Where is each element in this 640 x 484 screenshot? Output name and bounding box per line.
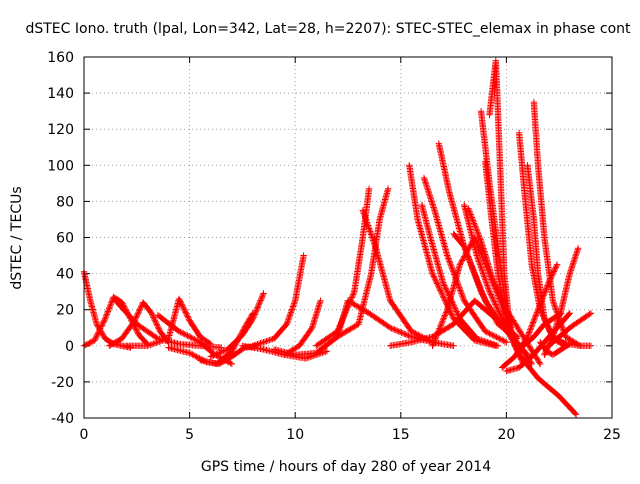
- series-27: [486, 57, 527, 368]
- y-tick-label: -40: [51, 411, 74, 427]
- series-markers: [486, 57, 527, 368]
- series-markers: [545, 310, 595, 349]
- y-tick-label: 100: [47, 158, 74, 174]
- x-tick-label: 20: [497, 427, 515, 443]
- y-axis-label: dSTEC / TECUs: [9, 186, 25, 289]
- series-8: [207, 290, 267, 360]
- series-markers: [520, 310, 565, 349]
- series-18: [418, 201, 502, 349]
- series-markers: [249, 252, 307, 349]
- chart-title: dSTEC Iono. truth (lpal, Lon=342, Lat=28…: [25, 21, 631, 37]
- series-34: [545, 310, 595, 349]
- series-markers: [537, 339, 573, 358]
- series-markers: [207, 290, 267, 360]
- series-markers: [499, 261, 561, 371]
- series-37: [537, 339, 573, 358]
- series-markers: [387, 297, 521, 349]
- x-tick-label: 25: [603, 427, 621, 443]
- x-tick-label: 5: [185, 427, 194, 443]
- series-35: [520, 310, 565, 349]
- series-markers: [556, 339, 595, 349]
- series-markers: [418, 201, 502, 349]
- series-38: [556, 339, 595, 349]
- y-tick-label: 60: [56, 231, 74, 247]
- series-markers: [334, 185, 392, 340]
- series-14: [334, 185, 392, 340]
- plot-frame: [83, 56, 613, 419]
- series-10: [249, 252, 307, 349]
- series-4: [123, 295, 214, 349]
- y-tick-label: 160: [47, 50, 74, 66]
- series-36: [387, 297, 521, 349]
- x-tick-label: 15: [392, 427, 410, 443]
- grid: [84, 57, 612, 418]
- data-series: [80, 57, 595, 418]
- series-31: [499, 261, 561, 371]
- y-tick-label: 120: [47, 122, 74, 138]
- y-tick-label: 0: [65, 339, 74, 355]
- x-tick-label: 10: [286, 427, 304, 443]
- axis-ticks: -40 -20 0 20 40 60 80 100 120 140 160 0 5 10 15 20 25: [47, 50, 621, 443]
- x-tick-label: 0: [80, 427, 89, 443]
- y-tick-label: 40: [56, 267, 74, 283]
- y-tick-label: -20: [51, 375, 74, 391]
- y-tick-label: 140: [47, 86, 74, 102]
- series-markers: [530, 98, 584, 349]
- series-30: [530, 98, 584, 349]
- series-markers: [123, 295, 214, 349]
- x-axis-label: GPS time / hours of day 280 of year 2014: [201, 459, 491, 475]
- y-tick-label: 80: [56, 194, 74, 210]
- y-tick-label: 20: [56, 303, 74, 319]
